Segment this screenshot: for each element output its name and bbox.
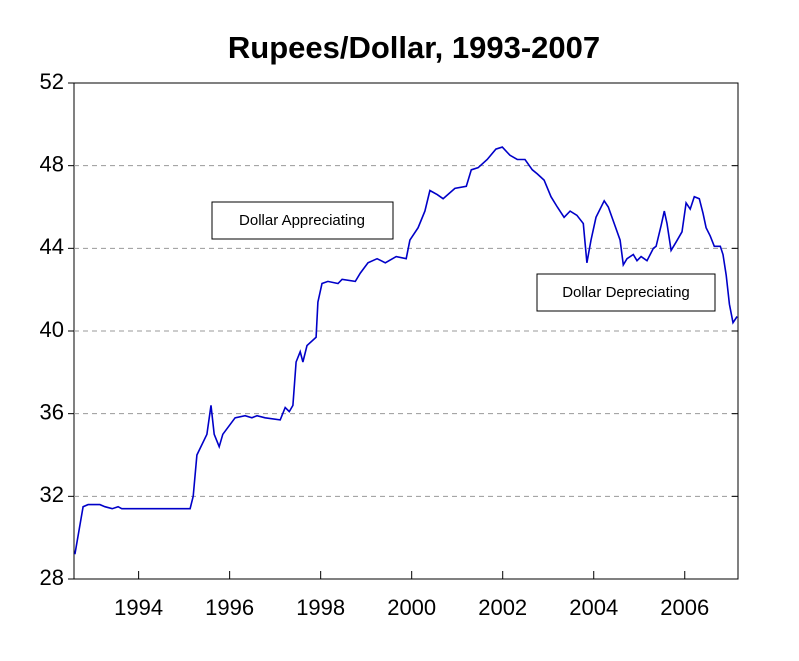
annotation-box bbox=[211, 201, 394, 240]
y-tick-label: 32 bbox=[40, 482, 64, 507]
annotation: Dollar Appreciating bbox=[239, 212, 365, 229]
y-tick-label: 28 bbox=[40, 565, 64, 590]
x-tick-label: 1998 bbox=[296, 595, 345, 620]
line-series bbox=[74, 146, 738, 555]
annotation: Dollar Depreciating bbox=[562, 284, 690, 301]
y-tick-label: 36 bbox=[40, 399, 64, 424]
x-tick-label: 2002 bbox=[478, 595, 527, 620]
x-tick-label: 2006 bbox=[660, 595, 709, 620]
x-tick-label: 2000 bbox=[387, 595, 436, 620]
x-tick-label: 1994 bbox=[114, 595, 163, 620]
x-tick-label: 1996 bbox=[205, 595, 254, 620]
chart-title: Rupees/Dollar, 1993-2007 bbox=[228, 30, 600, 65]
y-tick-label: 52 bbox=[40, 69, 64, 94]
annotation-box bbox=[536, 273, 716, 312]
x-tick-label: 2004 bbox=[569, 595, 618, 620]
y-tick-label: 40 bbox=[40, 317, 64, 342]
y-tick-label: 44 bbox=[40, 234, 64, 259]
y-tick-label: 48 bbox=[40, 151, 64, 176]
